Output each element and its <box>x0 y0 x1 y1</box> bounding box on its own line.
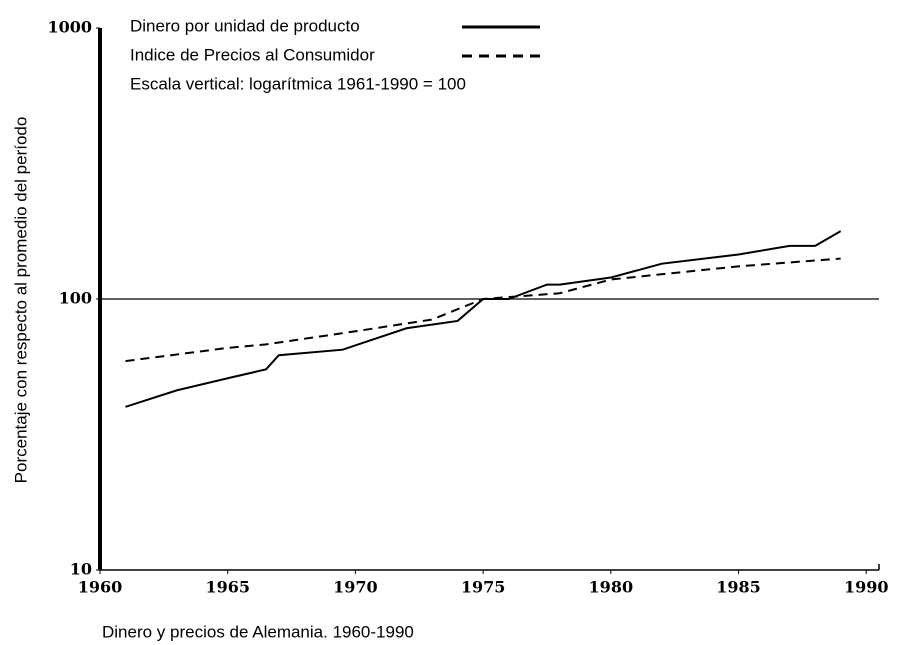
series-line <box>125 230 842 408</box>
annotation: Escala vertical: logarítmica 1961-1990 =… <box>130 74 466 93</box>
x-tick-label: 1965 <box>205 578 250 597</box>
chart-title: Dinero y precios de Alemania. 1960-1990 <box>102 622 414 641</box>
y-tick-label: 100 <box>59 289 92 308</box>
x-tick-label: 1980 <box>589 578 634 597</box>
x-tick-label: 1970 <box>333 578 378 597</box>
x-tick-label: 1990 <box>844 578 889 597</box>
series-line <box>125 257 841 363</box>
y-axis-label: Porcentaje con respecto al promedio del … <box>11 117 30 484</box>
y-tick-label: 1000 <box>47 18 92 37</box>
legend-label: Indice de Precios al Consumidor <box>130 45 375 64</box>
x-tick-label: 1960 <box>78 578 123 597</box>
y-tick-label: 10 <box>70 560 92 579</box>
x-tick-label: 1985 <box>716 578 761 597</box>
legend-label: Dinero por unidad de producto <box>130 16 360 35</box>
x-tick-label: 1975 <box>461 578 506 597</box>
